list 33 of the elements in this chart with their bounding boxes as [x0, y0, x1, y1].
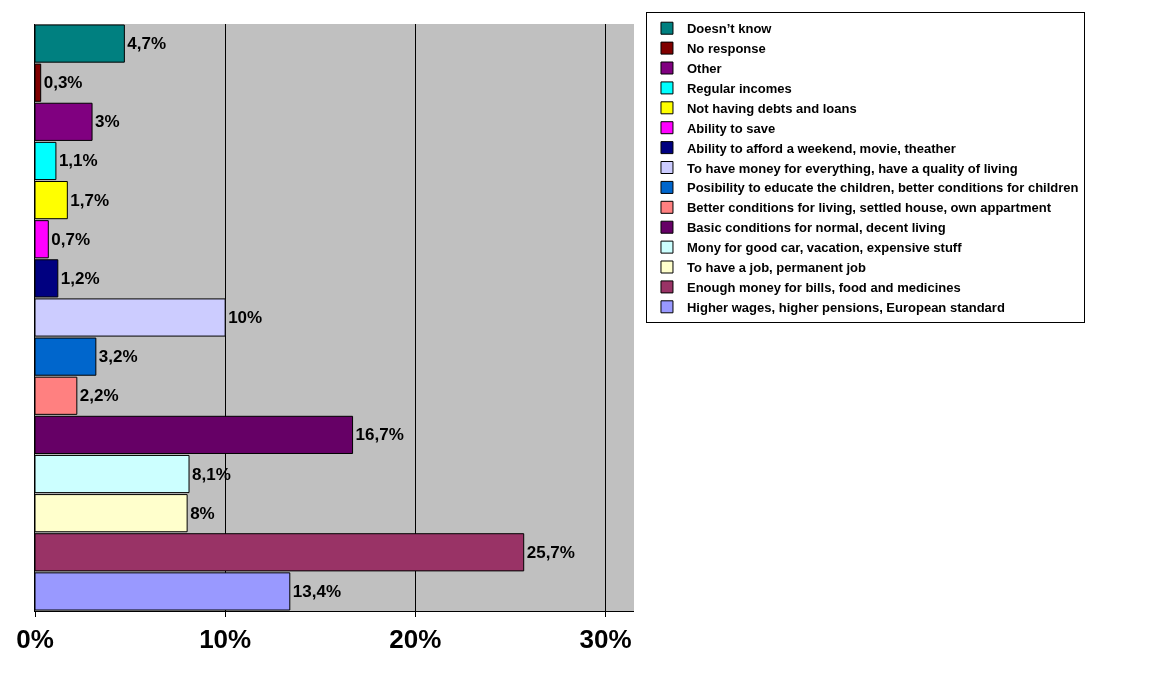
- x-tick-label: 30%: [579, 624, 632, 655]
- legend-label: Posibility to educate the children, better conditions for children: [686, 180, 1079, 196]
- legend-label: Other: [686, 61, 722, 77]
- data-label: 4,7%: [127, 34, 167, 54]
- x-tick-label: 20%: [389, 624, 442, 655]
- legend-label: Ability to afford a weekend, movie, theather: [686, 140, 956, 156]
- data-label: 8%: [190, 503, 215, 523]
- data-label: 1,2%: [60, 268, 100, 288]
- data-label: 16,7%: [355, 425, 404, 445]
- legend-label: Regular incomes: [686, 80, 792, 96]
- legend-label: Ability to save: [686, 120, 776, 136]
- data-label: 3%: [95, 112, 120, 132]
- legend-label: No response: [686, 41, 766, 57]
- data-label: 0,7%: [51, 229, 91, 249]
- x-tick-label: 10%: [199, 624, 252, 655]
- legend-label: Higher wages, higher pensions, European standard: [686, 299, 1005, 315]
- data-label: 13,4%: [292, 581, 342, 601]
- legend-label: To have money for everything, have a quality of living: [686, 160, 1018, 176]
- data-label: 25,7%: [526, 542, 575, 562]
- legend-label: Doesn’t know: [686, 21, 773, 37]
- legend-label: Not having debts and loans: [686, 100, 857, 116]
- legend-label: Better conditions for living, settled house, own appartment: [686, 200, 1052, 216]
- legend-label: Basic conditions for normal, decent living: [686, 220, 946, 236]
- data-label: 1,1%: [58, 151, 98, 171]
- x-tick-label: 0%: [16, 624, 54, 655]
- data-label: 1,7%: [70, 190, 110, 210]
- data-label: 10%: [228, 308, 263, 327]
- data-label: 3,2%: [98, 347, 138, 367]
- legend-label: To have a job, permanent job: [686, 260, 866, 276]
- legend-label: Mony for good car, vacation, expensive stuff: [686, 240, 963, 256]
- data-label: 0,3%: [43, 73, 83, 93]
- data-label: 2,2%: [79, 386, 119, 406]
- legend-label: Enough money for bills, food and medicines: [686, 279, 961, 295]
